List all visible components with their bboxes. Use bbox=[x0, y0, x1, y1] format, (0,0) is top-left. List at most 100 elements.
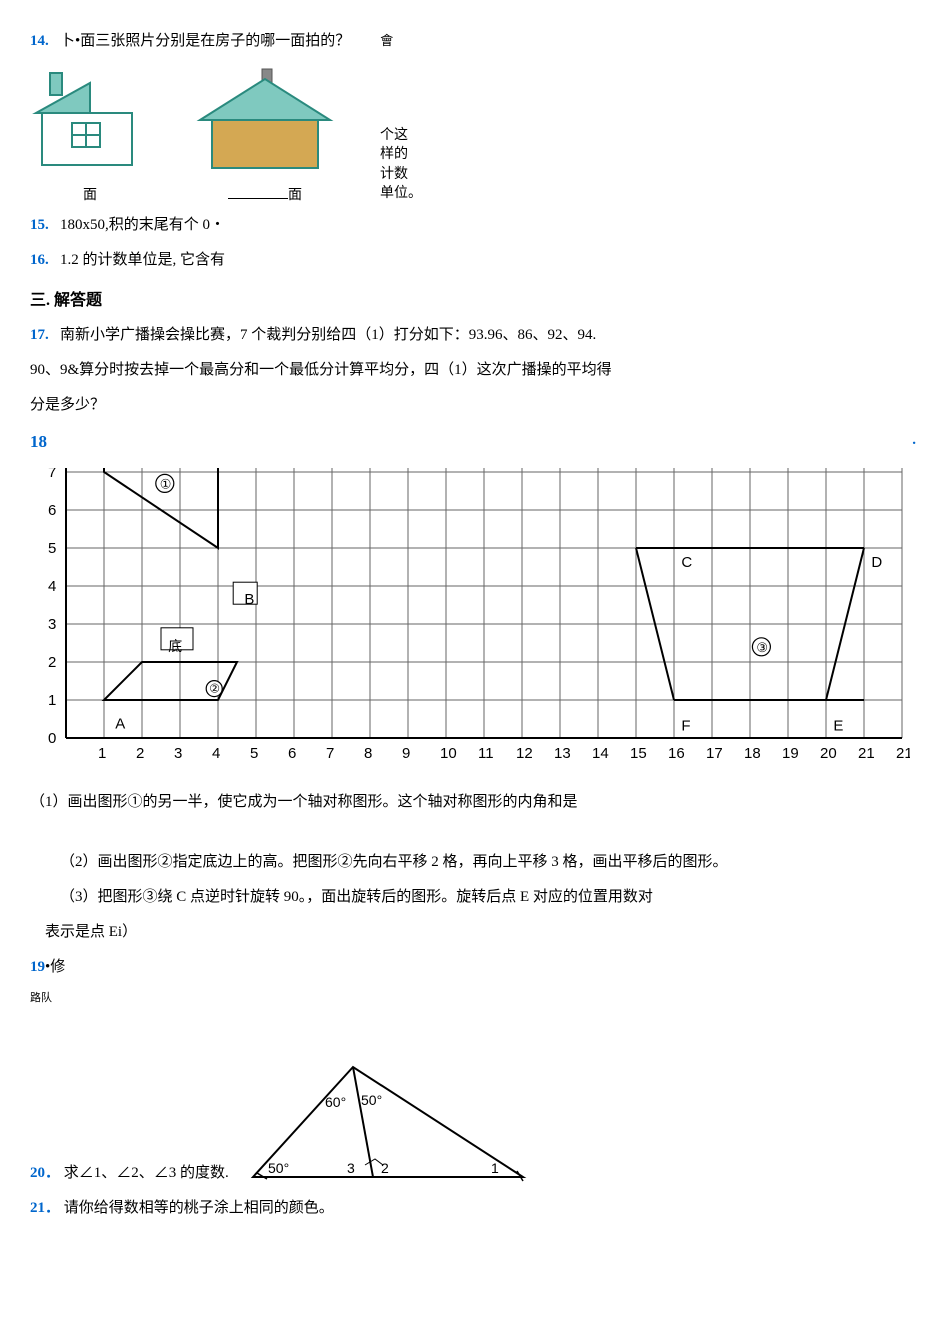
house2-blank bbox=[228, 184, 288, 199]
q21-text: 请你给得数相等的桃子涂上相同的颜色。 bbox=[64, 1200, 334, 1216]
x-label: 4 bbox=[212, 745, 220, 762]
q15-num: 15. bbox=[30, 217, 49, 233]
x-label: 14 bbox=[592, 745, 609, 762]
tri-50l: 50° bbox=[268, 1160, 289, 1176]
q17-l3: 分是多少？ bbox=[30, 392, 920, 419]
house2-roof bbox=[200, 79, 330, 120]
x-label: 8 bbox=[364, 745, 372, 762]
q18-p3: （3）把图形③绕 C 点逆时针旋转 90。，面出旋转后的图形。旋转后点 E 对应… bbox=[60, 884, 920, 911]
x-label: 6 bbox=[288, 745, 296, 762]
x-label: 3 bbox=[174, 745, 182, 762]
side-l2: 样的 bbox=[380, 145, 422, 165]
q14-topright: 會 bbox=[380, 33, 393, 48]
house2-box: 面 bbox=[190, 65, 340, 204]
house2-svg bbox=[190, 65, 340, 175]
C-label: C bbox=[681, 554, 692, 571]
x-label: 11 bbox=[478, 745, 494, 762]
grid-svg: 0123456789123456789101112131415161718192… bbox=[30, 468, 910, 768]
x-label: 12 bbox=[516, 745, 533, 762]
D-label: D bbox=[871, 554, 882, 571]
triangle-svg: 60° 50° 50° 3 2 1 bbox=[223, 1047, 543, 1187]
B-label: B bbox=[244, 591, 254, 608]
x-label: 7 bbox=[326, 745, 334, 762]
q17-l1: 17. 南新小学广播操会操比赛，7 个裁判分别给四（1）打分如下：93.96、8… bbox=[30, 322, 920, 349]
x-label: 13 bbox=[554, 745, 571, 762]
house2-wall bbox=[212, 120, 318, 168]
house1-chimney bbox=[50, 73, 62, 95]
section3-title: 三. 解答题 bbox=[30, 286, 920, 310]
q20-line: 20． 求∠1、∠2、∠3 的度数. 60° 50° 50° 3 2 1 bbox=[30, 1047, 920, 1187]
shape3-label: ③ bbox=[756, 639, 768, 654]
side-l1: 个这 bbox=[380, 126, 422, 146]
y-label: 0 bbox=[48, 730, 56, 747]
F-label: F bbox=[681, 717, 690, 734]
y-label: 4 bbox=[48, 578, 56, 595]
q17-t1: 南新小学广播操会操比赛，7 个裁判分别给四（1）打分如下：93.96、86、92… bbox=[60, 327, 596, 343]
shape2-label: ② bbox=[209, 681, 220, 695]
x-label: 2 bbox=[136, 745, 144, 762]
q18-p2: （2）画出图形②指定底边上的高。把图形②先向右平移 2 格，再向上平移 3 格，… bbox=[60, 849, 920, 876]
q15-line: 15. 180x50,积的末尾有个 0・ bbox=[30, 212, 920, 239]
q19-sub: 路队 bbox=[30, 989, 920, 1005]
x-label: 20 bbox=[820, 745, 837, 762]
q14-line: 14. 卜•面三张照片分别是在房子的哪一面拍的？ 會 bbox=[30, 28, 920, 55]
house1-box: 面 bbox=[30, 65, 150, 204]
q18-head: 18 . bbox=[30, 427, 920, 458]
q19-dot: •修 bbox=[45, 959, 65, 975]
tri-n3: 3 bbox=[347, 1160, 355, 1176]
q19-num: 19 bbox=[30, 959, 45, 975]
q21-num: 21． bbox=[30, 1200, 60, 1216]
x-label: 1 bbox=[98, 745, 106, 762]
x-label: 21 bbox=[896, 745, 910, 762]
q20-text: 求∠1、∠2、∠3 的度数. bbox=[64, 1165, 229, 1181]
x-label: 19 bbox=[782, 745, 799, 762]
tri-cevian bbox=[353, 1067, 373, 1177]
q20-num: 20． bbox=[30, 1165, 60, 1181]
y-label: 1 bbox=[48, 692, 56, 709]
y-label: 2 bbox=[48, 654, 56, 671]
x-label: 10 bbox=[440, 745, 457, 762]
q16-line: 16. 1.2 的计数单位是, 它含有 bbox=[30, 247, 920, 274]
house2-label: 面 bbox=[190, 184, 340, 204]
house-row: 面 面 个这 样的 计数 单位。 bbox=[30, 65, 920, 204]
tri-50t: 50° bbox=[361, 1092, 382, 1108]
y-label: 3 bbox=[48, 616, 56, 633]
q19-line: 19•修 bbox=[30, 954, 920, 981]
house1-svg bbox=[30, 65, 150, 175]
x-label: 18 bbox=[744, 745, 761, 762]
house1-label: 面 bbox=[30, 184, 150, 204]
tri-n1: 1 bbox=[491, 1160, 499, 1176]
q18-p1: （1）画出图形①的另一半，使它成为一个轴对称图形。这个轴对称图形的内角和是 bbox=[30, 789, 920, 816]
x-label: 17 bbox=[706, 745, 723, 762]
x-label: 5 bbox=[250, 745, 258, 762]
E-label: E bbox=[833, 717, 843, 734]
q17-l2: 90、9&算分时按去掉一个最高分和一个最低分计算平均分，四（1）这次广播操的平均… bbox=[30, 357, 920, 384]
q17-num: 17. bbox=[30, 327, 49, 343]
shape1-label: ① bbox=[160, 476, 172, 491]
y-label: 6 bbox=[48, 502, 56, 519]
di-label: 底 bbox=[168, 637, 182, 653]
A-label: A bbox=[115, 715, 125, 732]
side-l4: 单位。 bbox=[380, 184, 422, 204]
q14-side: 个这 样的 计数 单位。 bbox=[380, 126, 422, 204]
q16-num: 16. bbox=[30, 252, 49, 268]
q18-num: 18 bbox=[30, 432, 47, 451]
q15-text: 180x50,积的末尾有个 0・ bbox=[60, 217, 225, 233]
q20-textwrap: 20． 求∠1、∠2、∠3 的度数. bbox=[30, 1160, 229, 1187]
x-label: 15 bbox=[630, 745, 647, 762]
tri-n2: 2 bbox=[381, 1160, 389, 1176]
x-label: 21 bbox=[858, 745, 875, 762]
q18-dot: . bbox=[912, 427, 916, 454]
tri-60: 60° bbox=[325, 1094, 346, 1110]
grid-wrap: 0123456789123456789101112131415161718192… bbox=[30, 468, 920, 773]
q14-num: 14. bbox=[30, 33, 49, 49]
y-label: 5 bbox=[48, 540, 56, 557]
y-label: 7 bbox=[48, 468, 56, 481]
q21-line: 21． 请你给得数相等的桃子涂上相同的颜色。 bbox=[30, 1195, 920, 1222]
q16-text: 1.2 的计数单位是, 它含有 bbox=[60, 252, 225, 268]
q14-text: 卜•面三张照片分别是在房子的哪一面拍的？ bbox=[60, 33, 350, 49]
house2-mian: 面 bbox=[288, 188, 302, 203]
x-label: 16 bbox=[668, 745, 685, 762]
side-l3: 计数 bbox=[380, 165, 422, 185]
x-label: 9 bbox=[402, 745, 410, 762]
